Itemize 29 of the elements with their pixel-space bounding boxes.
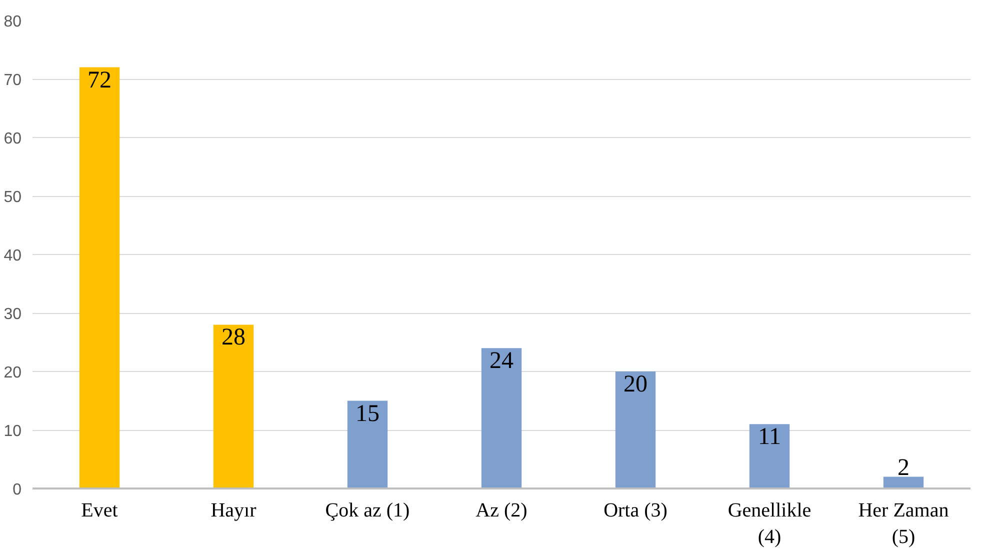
data-label: 2 bbox=[898, 454, 910, 481]
y-tick-label: 50 bbox=[4, 189, 22, 206]
data-label: 72 bbox=[88, 67, 112, 94]
data-label: 11 bbox=[758, 424, 782, 450]
x-tick-label: Orta (3) bbox=[604, 500, 668, 522]
bar bbox=[481, 348, 522, 488]
data-label: 15 bbox=[356, 400, 380, 427]
data-label: 24 bbox=[490, 348, 514, 374]
bar bbox=[749, 424, 790, 488]
x-tick-label: Her Zaman (5) bbox=[858, 500, 949, 548]
bar bbox=[213, 324, 254, 488]
x-tick-label: Çok az (1) bbox=[325, 500, 410, 522]
x-tick-label: Genellikle (4) bbox=[728, 500, 812, 548]
y-tick-label: 70 bbox=[4, 72, 22, 89]
x-tick-label: Evet bbox=[81, 500, 118, 522]
y-tick-label: 20 bbox=[4, 364, 22, 382]
y-tick-label: 60 bbox=[4, 130, 22, 148]
bar bbox=[347, 400, 388, 488]
y-tick-label: 40 bbox=[4, 248, 22, 264]
y-tick-label: 0 bbox=[12, 482, 22, 498]
bar bbox=[79, 67, 120, 488]
x-tick-label: Hayır bbox=[210, 500, 257, 522]
y-tick-label: 10 bbox=[4, 423, 22, 440]
data-label: 20 bbox=[624, 372, 648, 398]
x-tick-label: Az (2) bbox=[476, 500, 528, 522]
y-tick-label: 30 bbox=[4, 306, 22, 323]
y-tick-label: 80 bbox=[4, 14, 22, 30]
data-label: 28 bbox=[222, 324, 246, 351]
bar bbox=[615, 372, 656, 488]
